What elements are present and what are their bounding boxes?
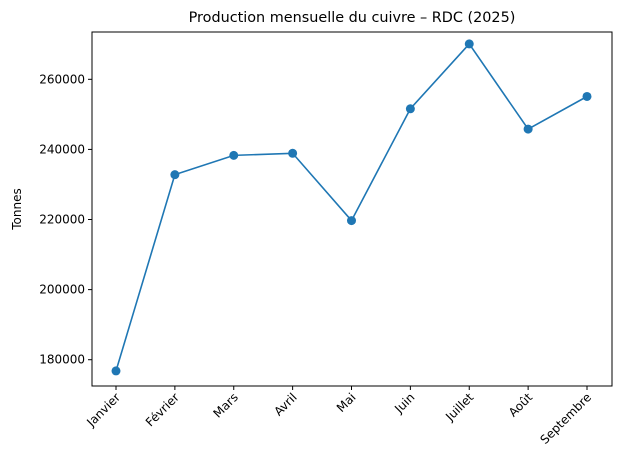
x-tick-label: Janvier xyxy=(83,390,123,430)
data-point xyxy=(170,170,180,180)
x-tick-label: Juillet xyxy=(442,390,476,424)
data-point xyxy=(111,366,121,376)
axes-frame xyxy=(91,31,613,387)
data-point xyxy=(288,148,298,158)
data-point xyxy=(405,104,415,114)
x-tick-label: Mars xyxy=(211,390,241,420)
y-axis-ticks: 180000 200000 220000 240000 260000 xyxy=(39,72,92,367)
x-tick-label: Juin xyxy=(391,390,417,416)
data-point xyxy=(464,39,474,49)
series-line xyxy=(115,42,588,372)
y-axis-label: Tonnes xyxy=(10,188,24,230)
chart-title: Production mensuelle du cuivre – RDC (20… xyxy=(189,10,516,26)
data-point xyxy=(347,216,356,226)
data-point xyxy=(523,124,533,134)
x-tick-label: Août xyxy=(506,390,536,420)
plot-area xyxy=(111,39,592,376)
y-tick-label: 180000 xyxy=(39,353,85,367)
x-tick-label: Février xyxy=(143,390,182,429)
y-tick-label: 260000 xyxy=(39,72,85,86)
x-tick-label: Avril xyxy=(271,390,299,418)
data-point xyxy=(229,150,239,160)
y-tick-label: 220000 xyxy=(39,213,85,227)
x-tick-label: Septembre xyxy=(537,390,594,447)
x-axis-ticks: Janvier Février Mars Avril Mai Juin Juillet Aoû… xyxy=(83,386,594,447)
data-point xyxy=(582,91,592,101)
x-tick-label: Mai xyxy=(334,390,359,415)
y-tick-label: 240000 xyxy=(39,142,85,156)
y-tick-label: 200000 xyxy=(39,283,85,297)
